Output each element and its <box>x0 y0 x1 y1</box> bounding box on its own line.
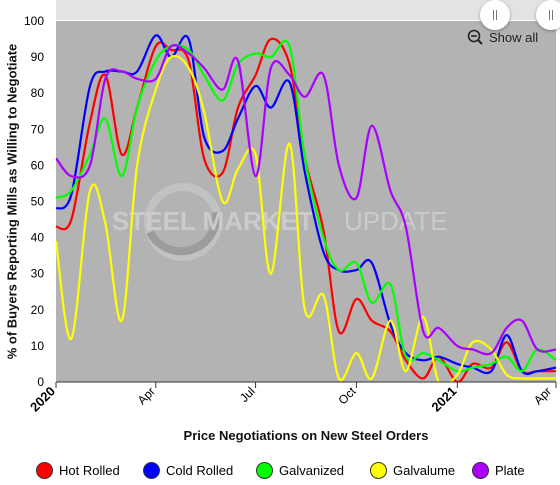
y-tick-label: 30 <box>31 267 45 281</box>
series-line-plate[interactable] <box>56 44 556 356</box>
legend-marker <box>256 462 273 479</box>
legend-item-galvanized[interactable]: Galvanized <box>256 462 344 479</box>
x-tick-label: Apr <box>531 384 554 407</box>
watermark-logo: STEEL MARKET UPDATE <box>112 183 448 261</box>
legend-marker <box>36 462 53 479</box>
legend-marker <box>370 462 387 479</box>
legend-item-galvalume[interactable]: Galvalume <box>370 462 455 479</box>
show-all-label: Show all <box>489 29 539 45</box>
x-tick-label: Apr <box>135 384 158 407</box>
x-tick-label: 2020 <box>27 384 58 415</box>
y-tick-label: 100 <box>24 14 44 28</box>
watermark-text-bold: STEEL MARKET <box>112 206 314 236</box>
watermark-text-light: UPDATE <box>344 206 448 236</box>
legend-item-plate[interactable]: Plate <box>472 462 525 479</box>
y-tick-label: 90 <box>31 50 45 64</box>
legend-label: Galvalume <box>393 463 456 478</box>
legend-marker <box>143 462 160 479</box>
legend-label: Hot Rolled <box>59 463 120 478</box>
legend-label: Cold Rolled <box>166 463 234 478</box>
x-tick-label: Oct <box>335 384 359 408</box>
y-tick-label: 10 <box>31 339 45 353</box>
x-tick-label: 2021 <box>428 384 459 415</box>
navigator-strip[interactable] <box>56 0 560 20</box>
y-tick-label: 60 <box>31 158 45 172</box>
show-all-button[interactable]: Show all <box>467 29 538 45</box>
legend-item-cold-rolled[interactable]: Cold Rolled <box>143 462 233 479</box>
range-handle-left[interactable] <box>480 0 510 30</box>
y-axis: 0 10 20 30 40 50 60 70 80 90 100 <box>24 14 44 389</box>
legend-label: Galvanized <box>279 463 345 478</box>
x-tick-label: Jul <box>237 384 258 405</box>
legend: Hot Rolled Cold Rolled Galvanized Galvalume… <box>0 462 560 484</box>
x-axis-title: Price Negotiations on New Steel Orders <box>183 428 429 443</box>
plot-area <box>56 21 556 382</box>
y-tick-label: 70 <box>31 122 45 136</box>
y-tick-label: 20 <box>31 303 45 317</box>
series-line-galvalume[interactable] <box>56 54 556 386</box>
series-lines <box>56 34 556 386</box>
y-tick-label: 0 <box>37 375 44 389</box>
y-tick-label: 40 <box>31 231 45 245</box>
x-axis: 2020 Apr Jul Oct 2021 Apr <box>27 382 557 415</box>
series-line-galvanized[interactable] <box>56 39 556 373</box>
legend-label: Plate <box>495 463 525 478</box>
legend-marker <box>472 462 489 479</box>
y-tick-label: 50 <box>31 195 45 209</box>
range-handle-right[interactable] <box>536 0 560 30</box>
zoom-out-icon <box>467 29 483 45</box>
legend-item-hot-rolled[interactable]: Hot Rolled <box>36 462 120 479</box>
y-tick-label: 80 <box>31 86 45 100</box>
y-axis-title: % of Buyers Reporting Mills as Willing t… <box>4 43 20 360</box>
